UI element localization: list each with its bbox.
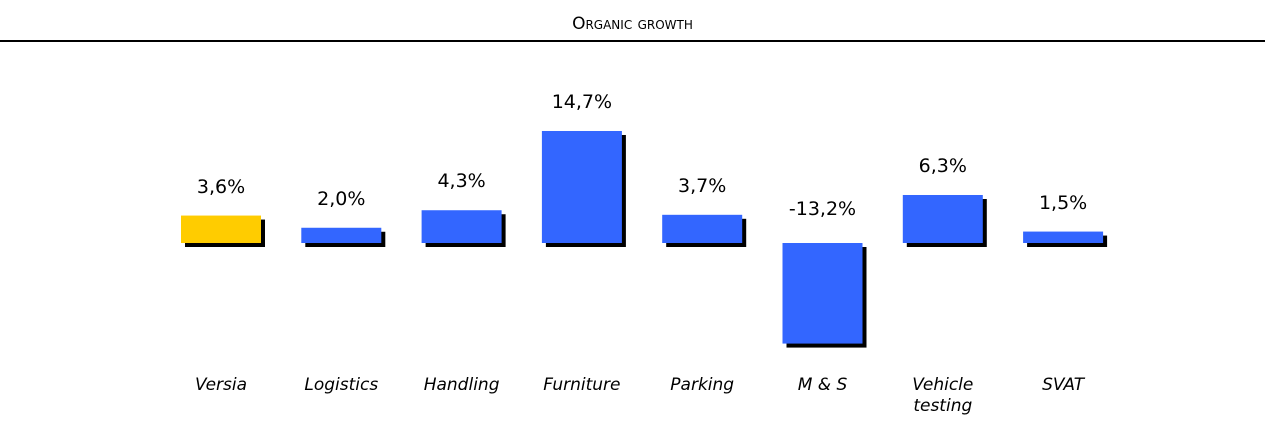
- x-tick-label: Handling: [423, 375, 500, 395]
- bar: [301, 227, 382, 243]
- bar: [782, 243, 863, 344]
- bar: [181, 215, 261, 243]
- x-tick-label: Versia: [194, 375, 248, 395]
- x-tick-label: SVAT: [1042, 375, 1085, 395]
- bar: [1023, 231, 1104, 243]
- value-label: 6,3%: [918, 154, 967, 177]
- value-label: 4,3%: [437, 170, 486, 193]
- value-label: 2,0%: [317, 187, 366, 210]
- x-tick-label: Logistics: [304, 375, 379, 395]
- x-tick-label: M & S: [797, 375, 848, 395]
- bar: [662, 214, 743, 243]
- bar: [541, 130, 622, 243]
- chart-title: Organic growth: [572, 14, 693, 34]
- value-label: 3,7%: [678, 174, 727, 197]
- x-tick-label: Parking: [670, 375, 735, 395]
- value-label: -13,2%: [788, 198, 857, 220]
- x-tick-label: Vehicle testing: [912, 375, 974, 416]
- title-rule: [0, 40, 1265, 42]
- x-tick-label: Furniture: [543, 375, 621, 395]
- value-label: 3,6%: [196, 175, 246, 198]
- value-label: 14,7%: [551, 90, 613, 113]
- bar: [902, 194, 983, 243]
- bar: [421, 210, 502, 243]
- value-label: 1,5%: [1038, 191, 1088, 214]
